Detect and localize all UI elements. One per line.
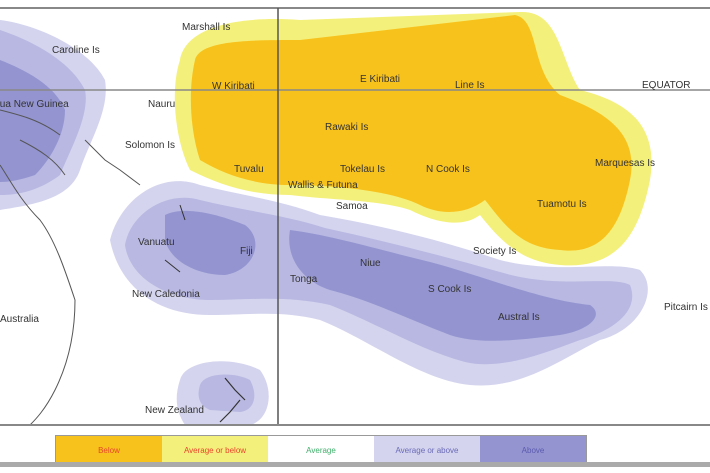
label-austral: Austral Is bbox=[498, 312, 540, 323]
label-caroline: Caroline Is bbox=[52, 45, 100, 56]
label-tonga: Tonga bbox=[290, 274, 318, 285]
label-society: Society Is bbox=[473, 246, 516, 257]
label-samoa: Samoa bbox=[336, 201, 368, 212]
label-phoenix: Rawaki Is bbox=[325, 122, 368, 133]
label-newcal: New Caledonia bbox=[132, 289, 200, 300]
label-tokelau: Tokelau Is bbox=[340, 164, 385, 175]
label-nauru: Nauru bbox=[148, 99, 175, 110]
region-above-mid bbox=[198, 374, 255, 412]
legend-average-or-above: Average or above bbox=[374, 436, 480, 464]
label-nz: New Zealand bbox=[145, 405, 204, 416]
legend-below: Below bbox=[56, 436, 162, 464]
label-solomon: Solomon Is bbox=[125, 140, 175, 151]
label-fiji: Fiji bbox=[240, 246, 253, 257]
png-coast bbox=[0, 109, 141, 186]
label-ncook: N Cook Is bbox=[426, 164, 470, 175]
region-below bbox=[190, 15, 632, 251]
legend-average-or-below: Average or below bbox=[162, 436, 268, 464]
label-australia: Australia bbox=[0, 314, 39, 325]
vanuatu-coast bbox=[164, 204, 186, 273]
label-wkiribati: W Kiribati bbox=[212, 81, 255, 92]
legend-above: Above bbox=[480, 436, 586, 464]
label-tuamotu: Tuamotu Is bbox=[537, 199, 587, 210]
region-above bbox=[289, 230, 596, 341]
label-vanuatu: Vanuatu bbox=[138, 237, 175, 248]
label-wallis: Wallis & Futuna bbox=[288, 180, 358, 191]
label-line: Line Is bbox=[455, 80, 484, 91]
label-ekiribati: E Kiribati bbox=[360, 74, 400, 85]
australia-coast bbox=[0, 164, 76, 426]
label-marshall: Marshall Is bbox=[182, 22, 230, 33]
label-marquesas: Marquesas Is bbox=[595, 158, 655, 169]
nz-coast bbox=[219, 377, 246, 423]
region-above bbox=[165, 210, 256, 275]
label-png: Papua New Guinea bbox=[0, 99, 69, 110]
forecast-map: EQUATOR Marshall Is Caroline Is Papua Ne… bbox=[0, 7, 710, 426]
legend-average: Average bbox=[268, 436, 374, 464]
equator-label: EQUATOR bbox=[642, 80, 691, 91]
bottom-border bbox=[0, 462, 710, 467]
legend: Below Average or below Average Average o… bbox=[55, 435, 587, 465]
label-tuvalu: Tuvalu bbox=[234, 164, 264, 175]
label-scook: S Cook Is bbox=[428, 284, 471, 295]
label-niue: Niue bbox=[360, 258, 381, 269]
label-pitcairn: Pitcairn Is bbox=[664, 302, 708, 313]
